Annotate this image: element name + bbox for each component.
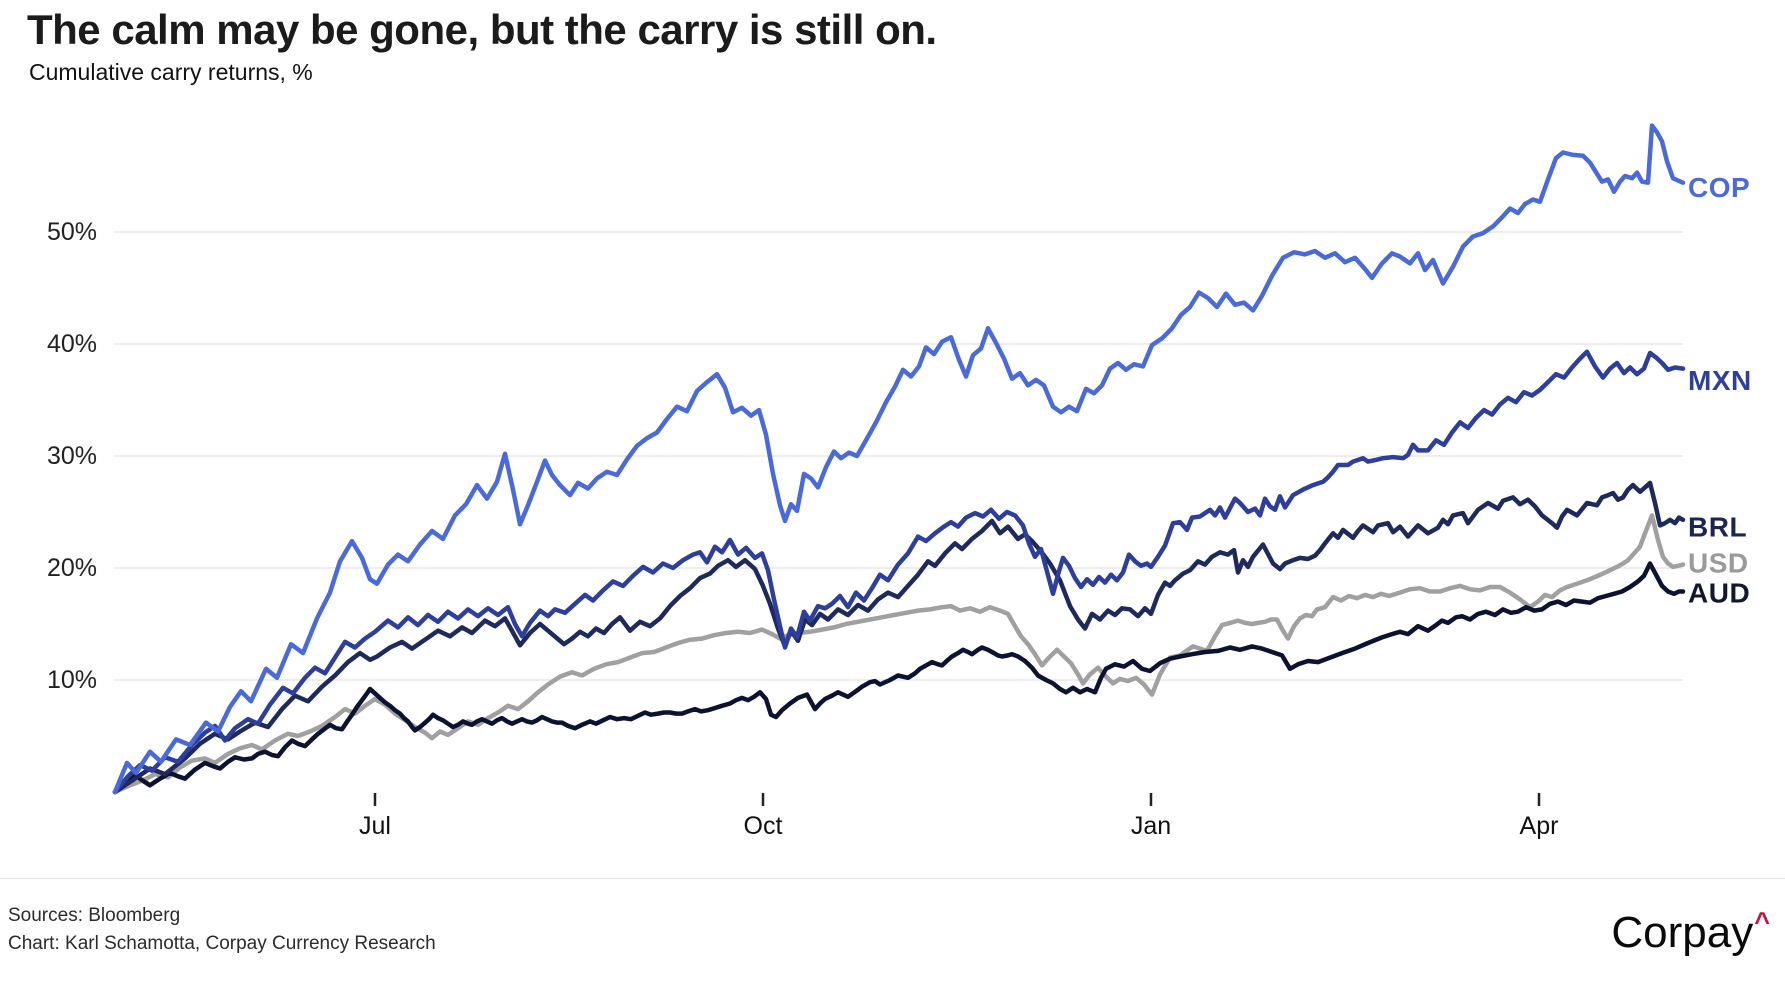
series-line-mxn: [112, 349, 1686, 795]
corpay-logo-caret-icon: ^: [1754, 907, 1770, 937]
series-line-aud: [112, 561, 1686, 795]
chart-subtitle: Cumulative carry returns, %: [29, 59, 313, 85]
footer-divider: [0, 878, 1785, 879]
series-line-brl: [112, 480, 1686, 795]
series-line-usd: [112, 513, 1686, 795]
x-axis-label-jul: Jul: [359, 812, 391, 840]
series-line-cop: [112, 123, 1686, 795]
x-axis-label-jan: Jan: [1131, 812, 1171, 840]
corpay-logo-text: Corpay: [1611, 908, 1754, 957]
sources-line: Sources: Bloomberg: [8, 905, 181, 926]
series-label-brl: BRL: [1688, 512, 1747, 543]
source-credit-block: Sources: Bloomberg Chart: Karl Schamotta…: [8, 902, 436, 958]
y-axis-label-10: 10%: [47, 666, 97, 694]
chart-credit-line: Chart: Karl Schamotta, Corpay Currency R…: [8, 933, 436, 954]
series-label-cop: COP: [1688, 172, 1750, 203]
x-axis-label-apr: Apr: [1520, 812, 1559, 840]
y-axis-label-20: 20%: [47, 554, 97, 582]
y-axis-label-40: 40%: [47, 330, 97, 358]
y-axis-label-50: 50%: [47, 218, 97, 246]
series-label-aud: AUD: [1688, 578, 1750, 609]
corpay-logo: Corpay^: [1611, 907, 1770, 958]
series-label-mxn: MXN: [1688, 365, 1752, 396]
series-label-usd: USD: [1688, 547, 1749, 578]
y-axis-label-30: 30%: [47, 442, 97, 470]
page-title: The calm may be gone, but the carry is s…: [27, 6, 937, 53]
x-axis-label-oct: Oct: [744, 812, 783, 840]
